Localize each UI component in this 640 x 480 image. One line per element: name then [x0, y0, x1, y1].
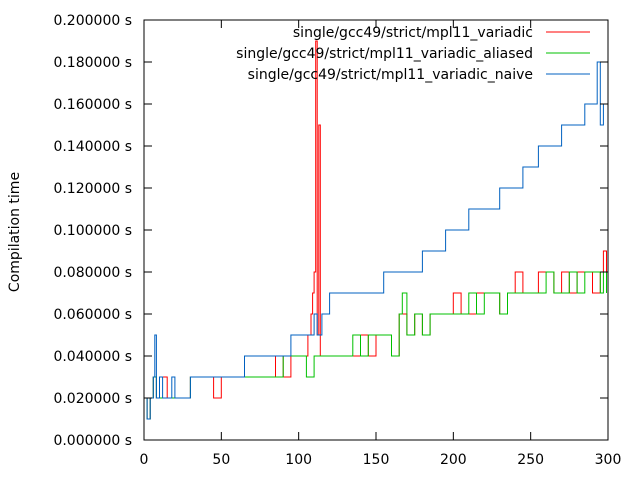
y-tick-label: 0.060000 s: [53, 307, 132, 323]
y-tick-label: 0.200000 s: [53, 13, 132, 29]
y-axis-title: Compilation time: [7, 172, 23, 292]
x-tick-label: 250: [517, 452, 544, 468]
y-tick-label: 0.020000 s: [53, 391, 132, 407]
series-line-3: [144, 61, 607, 420]
x-tick-label: 200: [440, 452, 467, 468]
y-tick-label: 0.140000 s: [53, 139, 132, 155]
legend: single/gcc49/strict/mpl11_variadicsingle…: [236, 25, 590, 83]
x-tick-label: 100: [285, 452, 312, 468]
y-tick-label: 0.100000 s: [53, 223, 132, 239]
series-layer: [144, 40, 607, 420]
y-axis-ticks: 0.000000 s 0.020000 s 0.040000 s 0.060000 s…: [53, 13, 608, 449]
y-tick-label: 0.040000 s: [53, 349, 132, 365]
x-tick-label: 300: [595, 452, 622, 468]
x-tick-label: 150: [363, 452, 390, 468]
y-tick-label: 0.160000 s: [53, 97, 132, 113]
y-tick-label: 0.000000 s: [53, 433, 132, 449]
x-tick-label: 50: [212, 452, 230, 468]
y-tick-label: 0.180000 s: [53, 55, 132, 71]
legend-label: single/gcc49/strict/mpl11_variadic: [293, 25, 533, 41]
x-tick-label: 0: [140, 452, 149, 468]
legend-label: single/gcc49/strict/mpl11_variadic_alias…: [236, 46, 533, 62]
x-axis-ticks: 0 50 100 150 200 250 300: [140, 20, 622, 468]
y-tick-label: 0.120000 s: [53, 181, 132, 197]
series-line-1: [144, 40, 607, 420]
y-tick-label: 0.080000 s: [53, 265, 132, 281]
legend-label: single/gcc49/strict/mpl11_variadic_naive: [248, 67, 533, 83]
